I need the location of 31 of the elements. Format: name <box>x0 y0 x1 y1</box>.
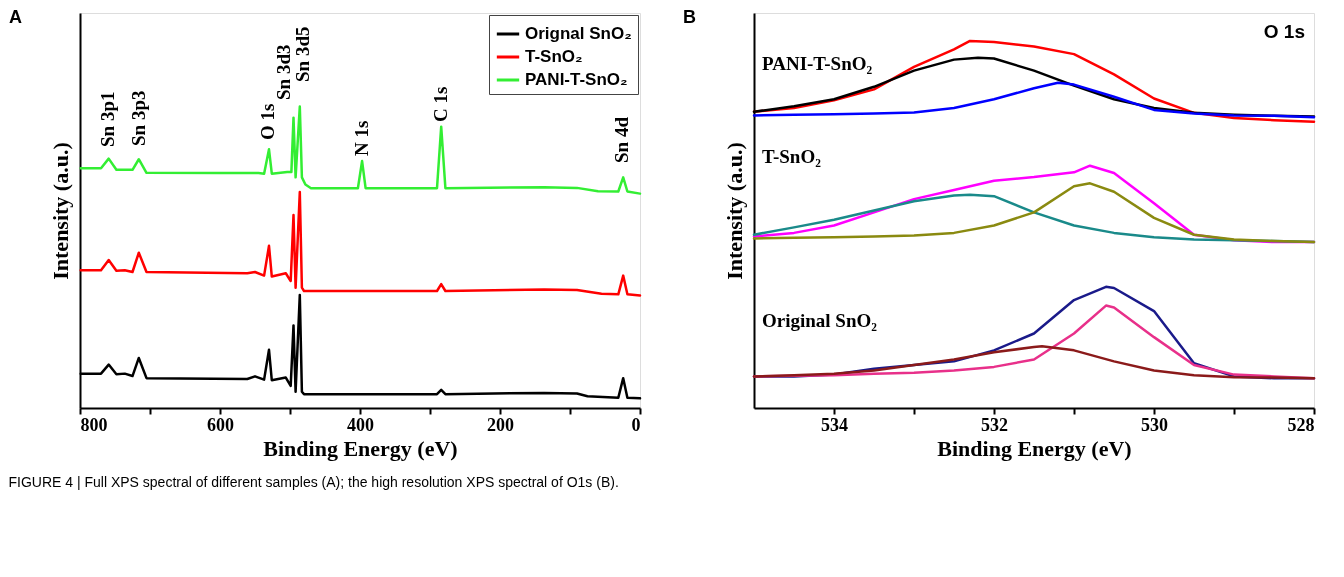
legend-label: T-SnO₂ <box>525 47 583 66</box>
x-tick-label: 600 <box>207 414 234 435</box>
annotation: C 1s <box>430 86 451 122</box>
annotation: T-SnO₂ <box>762 146 822 167</box>
x-axis-title: Binding Energy (eV) <box>263 435 458 461</box>
annotation: O 1s <box>257 103 278 140</box>
chart-title: A <box>9 7 22 27</box>
annotation: Sn 4d <box>611 116 632 163</box>
text: Sn 3d5 <box>292 26 313 82</box>
x-tick-label: 400 <box>347 414 374 435</box>
x-tick-label: 530 <box>1141 414 1168 435</box>
x-tick-label: 0 <box>631 414 641 435</box>
text: Sn 3d3 <box>273 44 294 100</box>
x-tick-label: 200 <box>487 414 514 435</box>
annotation: Original SnO₂ <box>762 310 878 331</box>
annotation: PANI-T-SnO₂ <box>762 53 873 74</box>
x-axis-title: Binding Energy (eV) <box>937 435 1132 461</box>
y-axis-title: Intensity (a.u.) <box>721 142 747 280</box>
legend-label: PANI-T-SnO₂ <box>525 70 628 89</box>
x-tick-label: 528 <box>1287 414 1315 435</box>
y-axis-title: Intensity (a.u.) <box>47 142 73 280</box>
chart-title: B <box>683 7 696 27</box>
annotation: N 1s <box>351 120 372 156</box>
x-tick-label: 534 <box>821 414 848 435</box>
x-tick-label: 532 <box>981 414 1008 435</box>
annotation: Sn 3p3 <box>128 90 149 146</box>
caption: FIGURE 4 | Full XPS spectral of different samples (A); the high resolution XPS spectral of O1s (B). <box>8 473 619 490</box>
annotation: Sn 3p1 <box>97 91 118 147</box>
x-tick-label: 800 <box>80 414 108 435</box>
annotation: O 1s <box>1263 21 1305 42</box>
legend-label: Orignal SnO₂ <box>525 24 632 43</box>
